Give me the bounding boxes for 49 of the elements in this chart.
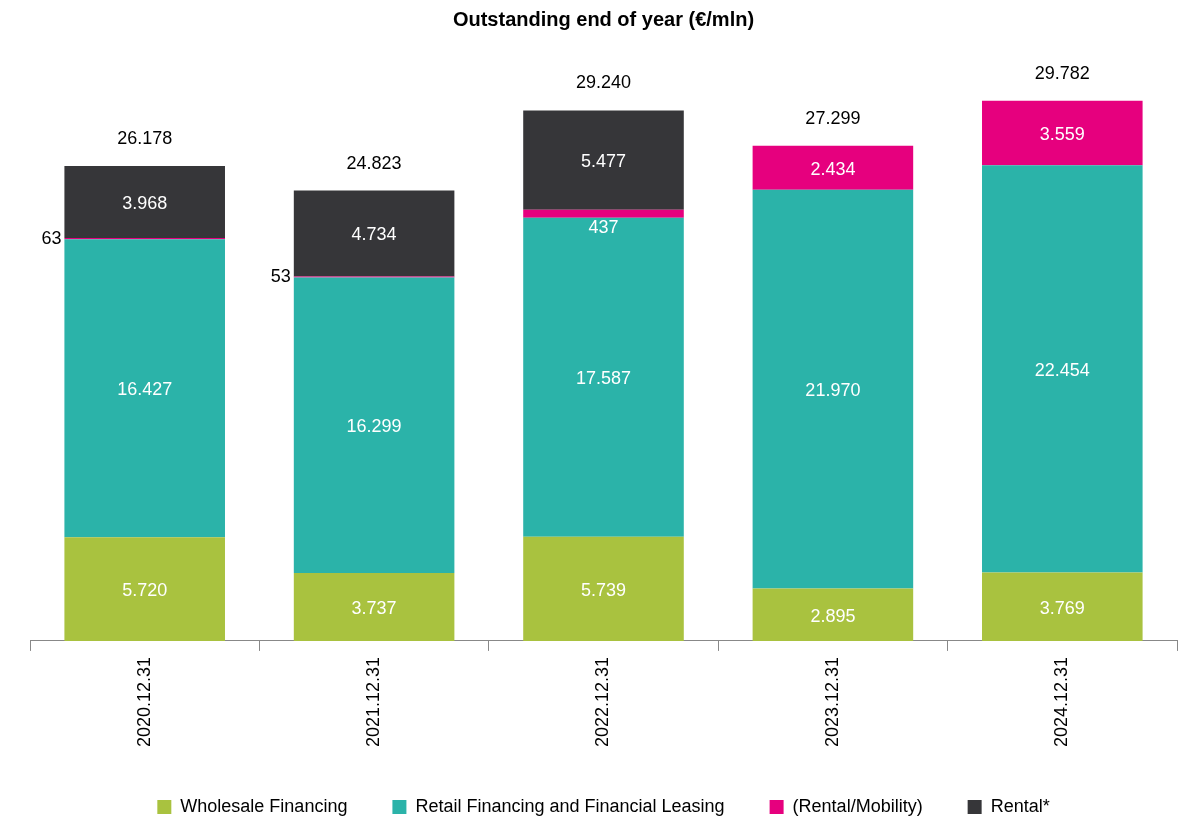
bar: [982, 165, 1143, 573]
data-label: 63: [41, 227, 62, 248]
bar: [752, 145, 914, 190]
total-label: 26.178: [117, 127, 173, 148]
bar: [752, 189, 914, 589]
data-label: 53: [270, 265, 291, 286]
data-label: 17.587: [575, 368, 632, 389]
legend-label: Wholesale Financing: [180, 795, 348, 816]
data-label: 2.895: [810, 605, 856, 626]
data-label: 4.734: [351, 224, 397, 245]
data-label: 3.968: [122, 192, 168, 213]
legend-label: Retail Financing and Financial Leasing: [415, 795, 725, 816]
total-label: 24.823: [346, 152, 402, 173]
legend-label: (Rental/Mobility): [792, 795, 923, 816]
data-label: 5.739: [580, 579, 627, 600]
chart-title: Outstanding end of year (€/mln): [452, 7, 755, 30]
bar: [293, 277, 455, 574]
bar: [523, 217, 684, 537]
total-label: 29.782: [1034, 62, 1090, 83]
data-label: 16.299: [346, 416, 402, 437]
bar: [293, 573, 455, 641]
bar: [64, 537, 225, 641]
x-tick-label: 2020.12.31: [133, 656, 154, 748]
x-tick-label: 2022.12.31: [592, 656, 613, 748]
bar: [752, 588, 914, 641]
bar: [64, 239, 225, 538]
x-tick-label: 2023.12.31: [821, 656, 842, 748]
legend-label: Rental*: [990, 795, 1050, 816]
data-label: 3.559: [1039, 123, 1085, 144]
data-label: 2.434: [810, 158, 856, 179]
bar: [523, 110, 684, 210]
data-label: 3.737: [351, 597, 397, 618]
bar: [293, 190, 455, 277]
data-label: 16.427: [117, 379, 173, 400]
data-label: 22.454: [1034, 359, 1090, 380]
bar: [982, 572, 1143, 641]
x-tick-label: 2021.12.31: [363, 656, 384, 748]
data-label: 5.477: [580, 151, 627, 172]
total-label: 27.299: [805, 107, 861, 128]
bar: [64, 166, 225, 238]
data-label: 437: [588, 216, 619, 237]
data-label: 3.769: [1039, 597, 1085, 618]
bar: [523, 209, 684, 218]
bar: [982, 100, 1143, 166]
data-label: 21.970: [805, 380, 861, 401]
bar: [523, 536, 684, 641]
x-tick-label: 2024.12.31: [1051, 656, 1072, 748]
total-label: 29.240: [575, 72, 632, 93]
data-label: 5.720: [122, 580, 168, 600]
